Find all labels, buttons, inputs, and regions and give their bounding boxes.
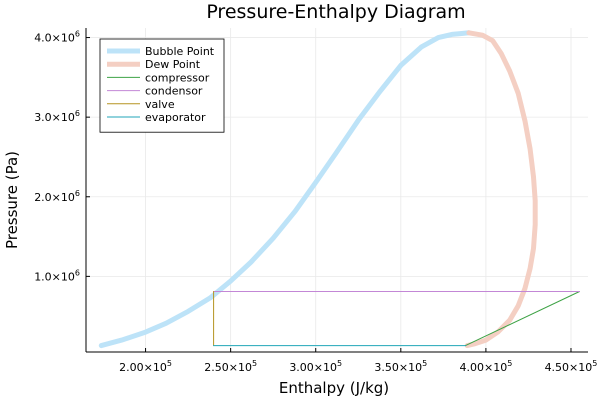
x-tick-exponent: 5 [592,359,597,368]
y-tick-exponent: 6 [75,268,80,277]
x-tick-exponent: 5 [337,359,342,368]
x-tick-label: 4.00×105 [459,359,512,374]
y-tick-mantissa: 4.0×10 [34,32,75,45]
series-dew-point-line [464,30,538,349]
x-tick-label: 2.50×105 [204,359,257,374]
y-tick-exponent: 6 [75,189,80,198]
x-tick-label: 2.00×105 [119,359,172,374]
x-tick-exponent: 5 [422,359,427,368]
series-bubble-point-line [98,30,472,349]
y-tick-mantissa: 1.0×10 [34,270,75,283]
legend-label: Dew Point [145,58,201,71]
x-tick-exponent: 5 [507,359,512,368]
x-tick-exponent: 5 [252,359,257,368]
x-axis-label: Enthalpy (J/kg) [279,379,389,397]
chart-title: Pressure-Enthalpy Diagram [206,1,465,23]
y-tick-mantissa: 3.0×10 [34,111,75,124]
y-tick-exponent: 6 [75,30,80,39]
y-tick-exponent: 6 [75,109,80,118]
x-tick-mantissa: 3.50×10 [374,361,422,374]
x-axis-ticks: 2.00×105 2.50×105 3.00×105 3.50×105 4.00×105… [119,348,597,374]
x-tick-label: 4.50×105 [545,359,598,374]
x-tick-mantissa: 4.50×10 [545,361,593,374]
y-tick-label: 1.0×106 [34,268,80,283]
legend-label: compressor [145,71,210,84]
legend-label: condensor [145,85,203,98]
grid [86,28,588,352]
x-tick-label: 3.00×105 [289,359,342,374]
series-layer [98,30,580,349]
y-axis-label: Pressure (Pa) [3,151,21,249]
x-tick-label: 3.50×105 [374,359,427,374]
legend-label: valve [145,98,175,111]
y-tick-label: 3.0×106 [34,109,80,124]
x-tick-mantissa: 2.50×10 [204,361,252,374]
legend-label: evaporator [145,111,206,124]
y-tick-label: 2.0×106 [34,189,80,204]
x-tick-mantissa: 4.00×10 [459,361,507,374]
x-tick-mantissa: 3.00×10 [289,361,337,374]
y-tick-mantissa: 2.0×10 [34,191,75,204]
series-compressor-line [465,291,580,347]
x-tick-mantissa: 2.00×10 [119,361,167,374]
legend-label: Bubble Point [145,45,215,58]
plot-frame [85,28,588,353]
x-tick-exponent: 5 [167,359,172,368]
y-tick-label: 4.0×106 [34,30,80,45]
